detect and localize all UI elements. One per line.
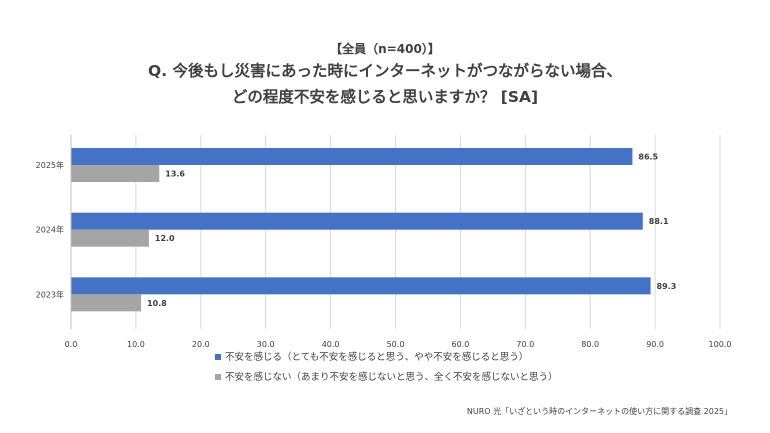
legend-label-not-anxious: 不安を感じない（あまり不安を感じないと思う、全く不安を感じないと思う） xyxy=(225,372,558,383)
chart-title-line1: Q. 今後もし災害にあった時にインターネットがつながらない場合、 xyxy=(148,62,622,80)
legend-item-anxious: 不安を感じる（とても不安を感じると思う、やや不安を感じると思う） xyxy=(215,348,558,368)
chart-title-block: 【全員（n=400）】 Q. 今後もし災害にあった時にインターネットがつながらな… xyxy=(0,40,770,110)
x-tick-label: 60.0 xyxy=(451,340,469,349)
x-tick-label: 50.0 xyxy=(387,340,405,349)
category-label: 2024年 xyxy=(36,225,64,235)
x-tick-label: 90.0 xyxy=(646,340,664,349)
bar-anxious xyxy=(71,212,643,230)
legend-label-anxious: 不安を感じる（とても不安を感じると思う、やや不安を感じると思う） xyxy=(225,352,529,363)
chart-title-line2: どの程度不安を感じると思いますか？ [SA] xyxy=(231,88,539,106)
x-tick-label: 10.0 xyxy=(127,340,145,349)
data-label: 12.0 xyxy=(155,234,175,243)
data-label: 10.8 xyxy=(147,299,167,308)
category-label: 2025年 xyxy=(36,160,64,170)
source-note: NURO 光「いざという時のインターネットの使い方に関する調査 2025」 xyxy=(466,407,732,416)
data-label: 89.3 xyxy=(657,282,677,291)
category-label: 2023年 xyxy=(36,289,64,299)
bar-not-anxious xyxy=(71,294,142,312)
x-tick-label: 30.0 xyxy=(257,340,275,349)
x-tick-label: 40.0 xyxy=(322,340,340,349)
data-label: 13.6 xyxy=(165,170,185,179)
data-label: 86.5 xyxy=(638,153,658,162)
legend: 不安を感じる（とても不安を感じると思う、やや不安を感じると思う） 不安を感じない… xyxy=(215,348,558,388)
bar-anxious xyxy=(71,277,651,295)
x-tick-label: 80.0 xyxy=(581,340,599,349)
x-tick-label: 70.0 xyxy=(516,340,534,349)
x-tick-label: 100.0 xyxy=(709,340,732,349)
legend-swatch-anxious xyxy=(215,353,221,360)
data-label: 88.1 xyxy=(649,217,669,226)
bar-not-anxious xyxy=(71,229,149,247)
bar-anxious xyxy=(71,148,633,165)
x-tick-label: 20.0 xyxy=(192,340,210,349)
legend-item-not-anxious: 不安を感じない（あまり不安を感じないと思う、全く不安を感じないと思う） xyxy=(215,368,558,388)
legend-swatch-not-anxious xyxy=(215,373,221,380)
x-tick-label: 0.0 xyxy=(65,340,78,349)
chart-subtitle: 【全員（n=400）】 xyxy=(330,42,440,56)
bar-not-anxious xyxy=(71,165,160,182)
